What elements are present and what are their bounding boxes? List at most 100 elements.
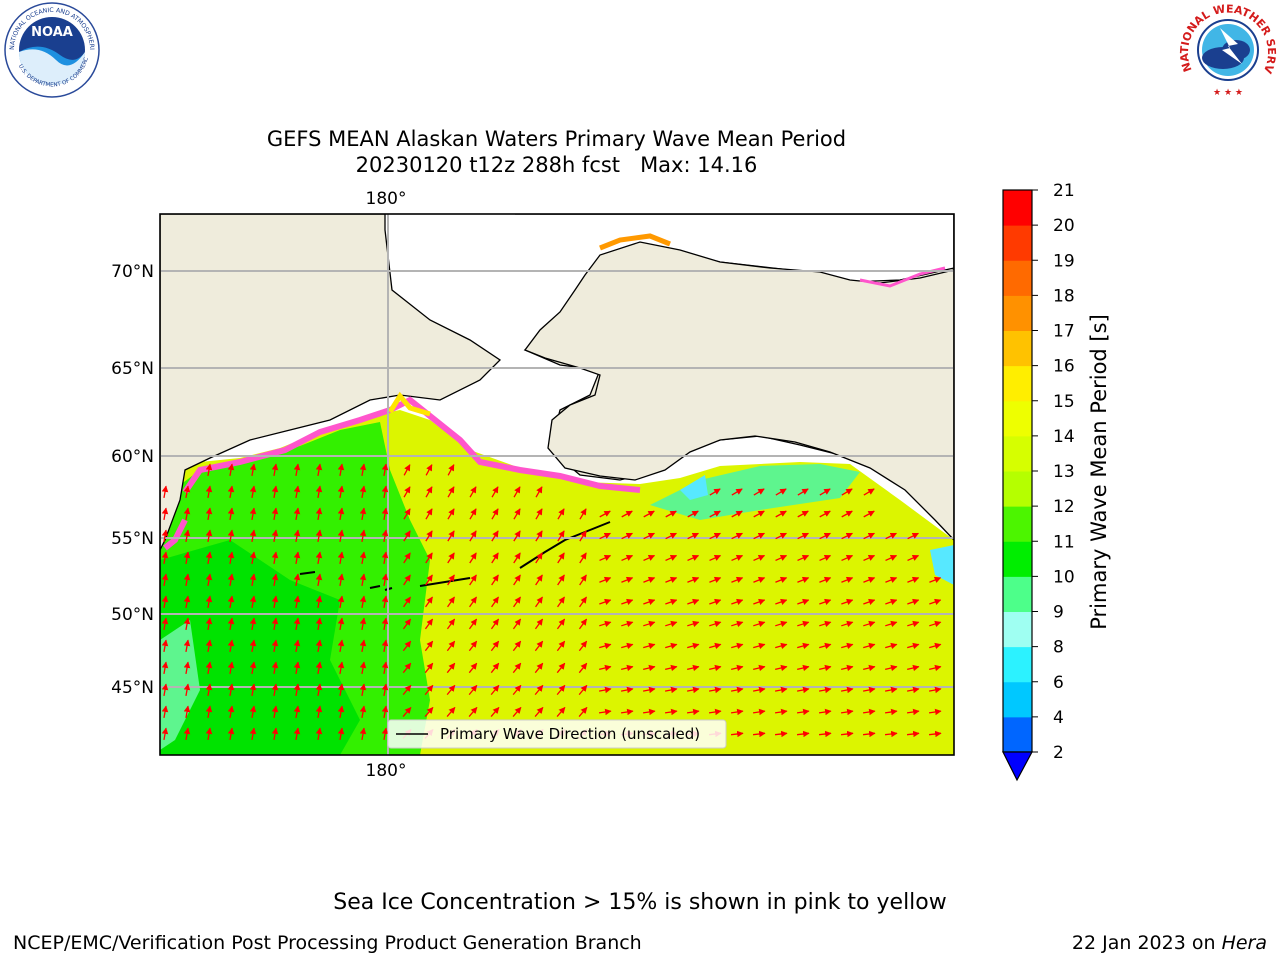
wave-arrow: [578, 706, 588, 717]
wave-arrow: [621, 510, 633, 518]
wave-arrow: [227, 507, 235, 521]
colorbar-segment: [1003, 646, 1032, 683]
colorbar-segment: [1003, 541, 1032, 577]
wave-arrow: [271, 705, 279, 719]
wave-arrow: [249, 639, 257, 653]
wave-arrow: [446, 640, 456, 652]
colorbar-tick-label: 11: [1053, 532, 1075, 552]
colorbar-tick-label: 6: [1053, 673, 1064, 693]
wave-arrow: [381, 463, 389, 477]
wave-arrow: [469, 508, 477, 520]
wave-arrow: [183, 485, 191, 499]
wave-arrow: [708, 708, 722, 716]
lat-label-50: 50°N: [111, 605, 154, 625]
wave-arrow: [402, 640, 412, 652]
wave-arrow: [249, 573, 257, 587]
wave-arrow: [315, 683, 323, 697]
wave-arrow: [227, 463, 235, 477]
wave-arrow: [447, 596, 455, 608]
wave-arrow: [665, 532, 677, 540]
wave-arrow: [337, 639, 345, 653]
wave-arrow: [643, 620, 656, 628]
wave-arrow: [841, 532, 853, 540]
wave-arrow: [731, 598, 744, 606]
wave-arrow: [468, 640, 478, 652]
wave-arrow: [775, 620, 788, 628]
wave-arrow: [491, 552, 499, 564]
wave-arrow: [841, 554, 854, 562]
wave-arrow: [271, 639, 279, 653]
wave-arrow: [249, 661, 257, 675]
wave-arrow: [775, 642, 788, 650]
colorbar-segment: [1003, 400, 1032, 437]
wave-arrow: [556, 662, 566, 674]
wave-arrow: [841, 664, 854, 672]
wave-arrow: [862, 730, 876, 738]
wave-arrow: [753, 598, 766, 606]
wave-arrow: [403, 552, 411, 564]
wave-arrow: [863, 642, 876, 650]
wave-arrow: [315, 551, 323, 565]
wave-arrow: [863, 576, 876, 583]
wave-arrow: [249, 617, 257, 631]
wave-arrow: [578, 640, 588, 652]
wave-arrow: [447, 464, 455, 476]
wave-arrow: [447, 574, 455, 586]
colorbar-segment: [1003, 506, 1032, 542]
wave-arrow: [907, 532, 919, 540]
wave-arrow: [579, 508, 587, 520]
wave-arrow: [205, 639, 213, 653]
colorbar-tick-label: 20: [1053, 216, 1075, 236]
wave-arrow: [271, 683, 279, 697]
wave-arrow: [359, 485, 367, 499]
wave-arrow: [797, 532, 809, 540]
wave-arrow: [337, 661, 345, 675]
wave-arrow: [513, 552, 521, 564]
sea-ice-note: Sea Ice Concentration > 15% is shown in …: [333, 890, 947, 915]
wave-arrow: [403, 486, 411, 498]
wave-arrow: [534, 684, 544, 696]
wave-arrow: [381, 507, 389, 521]
wave-arrow: [468, 684, 478, 696]
wave-arrow: [818, 708, 832, 716]
wave-arrow: [797, 620, 810, 628]
colorbar-tick-label: 8: [1053, 638, 1064, 658]
wave-arrow: [512, 684, 522, 696]
wave-arrow: [315, 639, 323, 653]
wave-arrow: [490, 706, 500, 717]
wave-arrow: [293, 617, 301, 631]
wave-arrow: [381, 683, 389, 697]
wave-arrow: [337, 727, 345, 741]
wave-arrow: [227, 661, 235, 675]
wave-arrow: [512, 662, 522, 674]
wave-arrow: [315, 595, 323, 609]
colorbar-segment: [1003, 365, 1032, 402]
lat-label-60: 60°N: [111, 447, 154, 467]
wave-arrow: [863, 532, 875, 540]
wave-arrow: [929, 598, 942, 606]
noaa-logo: NOAA NATIONAL OCEANIC AND ATMOSPHERIC AD…: [0, 0, 100, 98]
wave-arrow: [840, 686, 854, 694]
wave-arrow: [381, 573, 389, 587]
wave-arrow: [271, 485, 279, 499]
wave-arrow: [599, 664, 612, 672]
wave-arrow: [885, 576, 898, 583]
wave-arrow: [841, 576, 854, 583]
wave-arrow: [227, 485, 235, 499]
wave-arrow: [664, 686, 678, 694]
wave-arrow: [709, 510, 721, 518]
wave-arrow: [446, 684, 456, 696]
wave-arrow: [929, 664, 942, 672]
wave-arrow: [424, 684, 434, 696]
wave-arrow: [491, 596, 499, 608]
wave-arrow: [929, 642, 942, 650]
wave-arrow: [819, 576, 832, 583]
wave-arrow: [403, 464, 411, 476]
wave-arrow: [249, 507, 257, 521]
colorbar-segment: [1003, 435, 1032, 472]
wave-arrow: [183, 573, 191, 587]
wave-arrow: [469, 486, 477, 498]
colorbar-tick-label: 18: [1053, 286, 1075, 306]
wave-arrow: [928, 686, 942, 694]
wave-arrow: [556, 706, 566, 717]
